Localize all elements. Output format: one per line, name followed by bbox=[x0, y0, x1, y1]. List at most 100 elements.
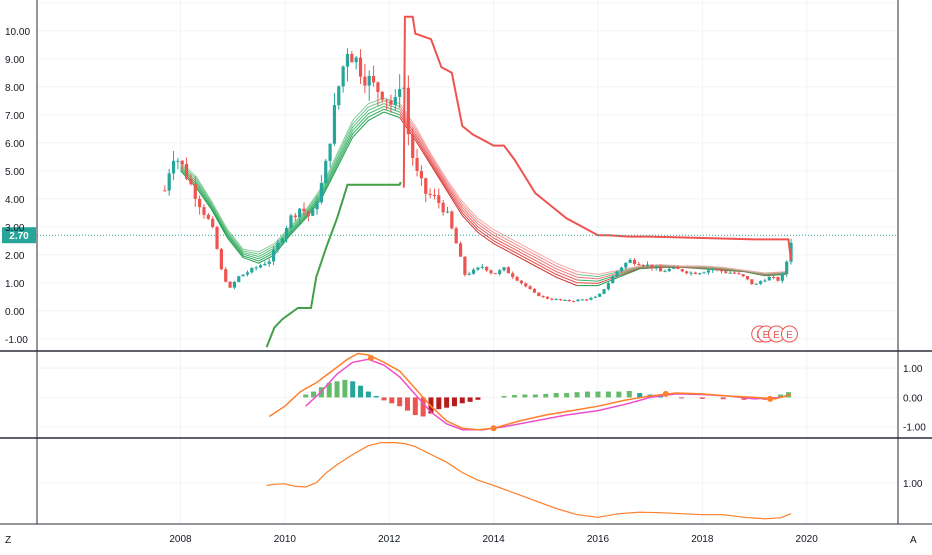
y-tick-label: 1.00 bbox=[903, 364, 923, 375]
ma-ribbon-line bbox=[399, 108, 578, 278]
ma-ribbon-line bbox=[180, 108, 400, 262]
earnings-marker-label: E bbox=[773, 330, 780, 341]
candle-body bbox=[506, 267, 510, 274]
macd-cross-dot bbox=[367, 354, 374, 361]
indicator-pane[interactable] bbox=[266, 442, 792, 520]
candle-body bbox=[632, 259, 637, 265]
x-tick-label: 2008 bbox=[169, 534, 192, 545]
candle-body bbox=[702, 272, 706, 274]
candle-body bbox=[289, 215, 293, 229]
candle-body bbox=[663, 271, 667, 273]
macd-histogram-bar bbox=[467, 397, 473, 402]
auto-scale-button[interactable]: A bbox=[910, 535, 917, 546]
candle-body bbox=[589, 297, 593, 300]
candle-body bbox=[719, 269, 724, 272]
candle-body bbox=[237, 276, 241, 282]
candle-body bbox=[780, 274, 784, 281]
y-tick-label: 3.00 bbox=[5, 223, 25, 234]
candle-body bbox=[676, 267, 680, 270]
candle-body bbox=[345, 53, 350, 67]
candle-body bbox=[176, 160, 180, 162]
candle-body bbox=[245, 272, 250, 275]
macd-histogram-bar bbox=[350, 381, 356, 398]
candle-body bbox=[193, 184, 197, 199]
candle-body bbox=[324, 160, 328, 183]
candle-body bbox=[637, 264, 641, 266]
candle-body bbox=[741, 274, 745, 277]
candle-body bbox=[754, 283, 758, 285]
candle-body bbox=[454, 228, 458, 244]
candle-body bbox=[267, 261, 271, 264]
macd-histogram-bar bbox=[412, 397, 418, 416]
candle-body bbox=[776, 277, 780, 281]
candle-body bbox=[645, 264, 650, 266]
macd-histogram-bar bbox=[595, 391, 601, 398]
macd-histogram-bar bbox=[574, 392, 580, 398]
candle-body bbox=[437, 195, 441, 203]
y-tick-label: 5.00 bbox=[5, 167, 25, 178]
candle-body bbox=[198, 198, 202, 208]
candle-body bbox=[615, 271, 619, 277]
macd-histogram-bar bbox=[326, 382, 332, 398]
macd-histogram-bar bbox=[564, 393, 570, 398]
price-pane[interactable]: 2.70EEEE bbox=[2, 15, 898, 348]
macd-cross-dot bbox=[767, 395, 774, 402]
macd-histogram-bar bbox=[420, 397, 426, 417]
candle-body bbox=[558, 299, 563, 301]
macd-histogram-bar bbox=[381, 397, 387, 401]
y-tick-label: 4.00 bbox=[5, 195, 25, 206]
candle-body bbox=[563, 299, 567, 301]
candle-body bbox=[306, 211, 310, 216]
grid bbox=[37, 0, 898, 524]
candle-body bbox=[393, 96, 397, 105]
macd-histogram-bar bbox=[358, 385, 364, 398]
macd-histogram-bar bbox=[585, 391, 591, 398]
y-tick-label: 2.00 bbox=[5, 251, 25, 262]
candle-body bbox=[667, 268, 671, 272]
candle-body bbox=[706, 270, 711, 273]
candle-body bbox=[445, 211, 450, 213]
macd-histogram-bar bbox=[311, 391, 317, 398]
ma-ribbon-line bbox=[399, 114, 578, 284]
zoom-button[interactable]: Z bbox=[5, 535, 11, 546]
candle-body bbox=[576, 299, 580, 302]
y-tick-label: 8.00 bbox=[5, 83, 25, 94]
macd-pane[interactable] bbox=[268, 352, 792, 432]
candle-body bbox=[184, 164, 189, 179]
macd-histogram-bar bbox=[397, 397, 403, 407]
candle-body bbox=[476, 267, 480, 270]
macd-histogram-bar bbox=[459, 397, 465, 404]
candle-body bbox=[398, 89, 402, 97]
candle-body bbox=[480, 266, 484, 268]
macd-histogram-bar bbox=[475, 397, 481, 400]
macd-histogram-bar bbox=[778, 394, 784, 398]
ma-ribbon-line bbox=[399, 111, 578, 281]
macd-histogram-bar bbox=[404, 397, 410, 411]
candle-body bbox=[341, 66, 345, 87]
macd-histogram-bar bbox=[451, 397, 457, 407]
candle-body bbox=[737, 273, 741, 275]
ma-ribbon-line bbox=[180, 103, 400, 258]
candle-body bbox=[215, 227, 219, 249]
macd-histogram-bar bbox=[616, 391, 622, 398]
candle-body bbox=[241, 274, 245, 277]
macd-histogram-bar bbox=[532, 394, 538, 398]
candle-body bbox=[319, 182, 323, 203]
macd-cross-dot bbox=[662, 390, 669, 397]
y-tick-label: -1.00 bbox=[5, 335, 28, 346]
candle-body bbox=[424, 178, 428, 194]
earnings-marker-circle[interactable] bbox=[780, 325, 798, 343]
candle-body bbox=[602, 289, 606, 294]
candle-body bbox=[650, 264, 654, 269]
candle-body bbox=[624, 262, 628, 268]
macd-histogram-bar bbox=[699, 397, 705, 399]
candle-body bbox=[385, 99, 389, 101]
y-tick-label: 1.00 bbox=[903, 479, 923, 490]
candle-body bbox=[315, 202, 319, 210]
candle-body bbox=[167, 173, 171, 191]
candle-body bbox=[189, 178, 193, 185]
candle-body bbox=[498, 270, 502, 275]
y-tick-label: 6.00 bbox=[5, 139, 25, 150]
